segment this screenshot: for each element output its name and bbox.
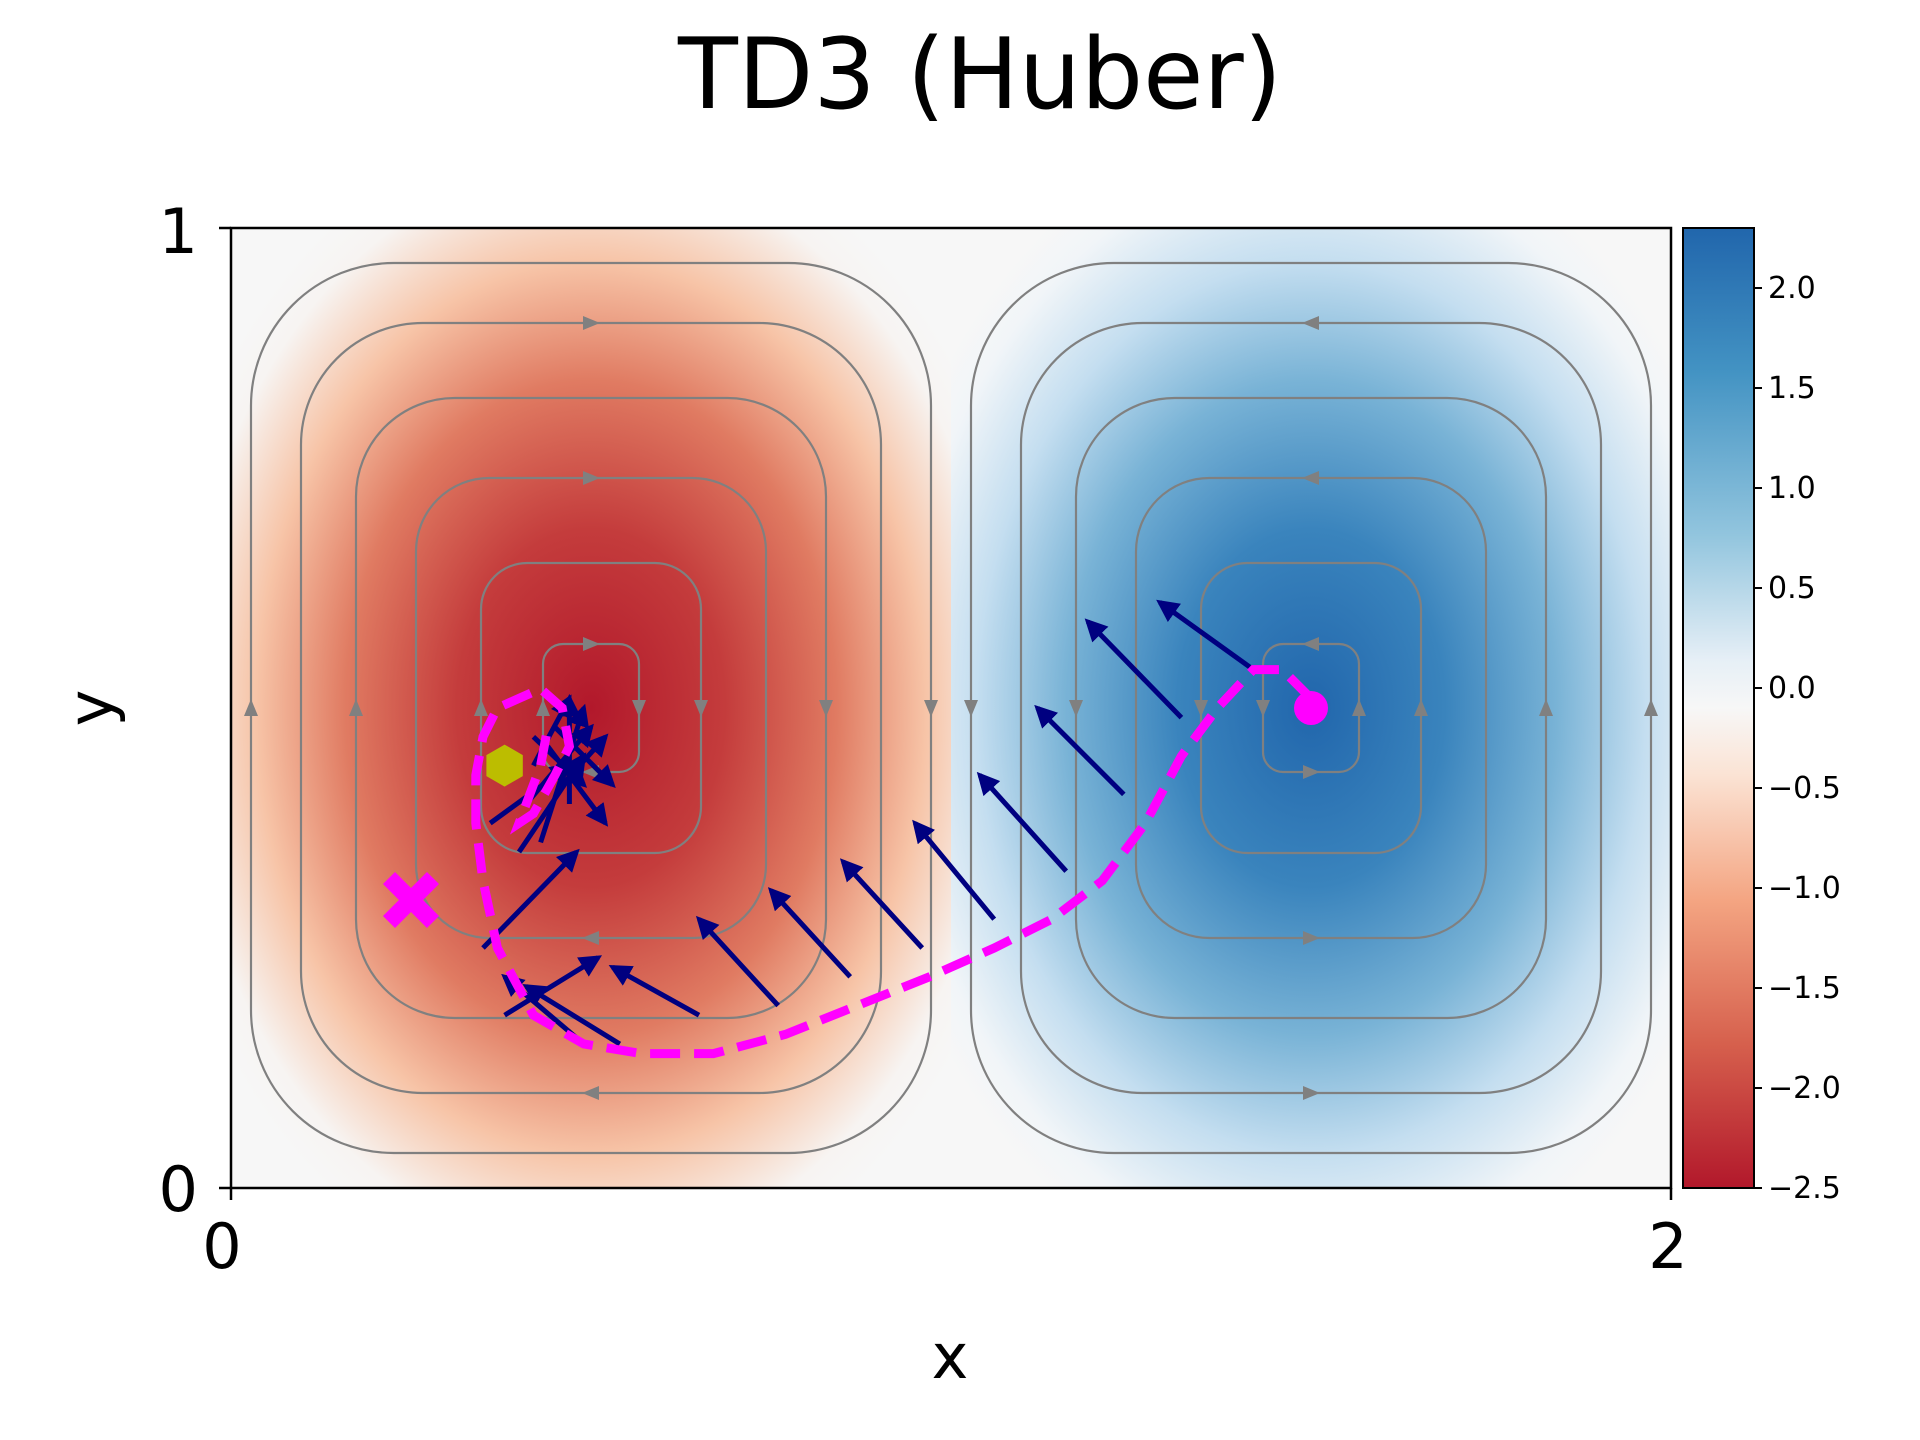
streamline-arrowhead: [1352, 699, 1366, 716]
action-arrow: [524, 723, 594, 806]
colorbar-tick-label: −1.5: [1768, 971, 1841, 1006]
streamline-arrowhead: [819, 700, 833, 717]
streamline-arrowhead: [349, 699, 363, 716]
streamlines: [244, 261, 1658, 1155]
action-arrow: [1034, 704, 1126, 797]
streamline-arrowhead: [536, 699, 550, 716]
streamline-arrowhead: [964, 700, 978, 717]
action-arrow: [976, 771, 1069, 873]
streamline-arrowhead: [1539, 699, 1553, 716]
action-arrow: [695, 915, 781, 1008]
streamline-arrowhead: [924, 700, 938, 717]
action-arrow: [1084, 618, 1184, 720]
agent-marker: [486, 744, 523, 787]
streamline-arrowhead: [694, 700, 708, 717]
start-marker: [1294, 691, 1328, 725]
trajectory-line: [471, 665, 1315, 1059]
streamline-arrowhead: [1069, 700, 1083, 717]
action-arrow: [767, 887, 853, 979]
streamline-arrowhead: [582, 1086, 599, 1100]
streamline-arrowhead: [582, 931, 599, 945]
streamline-arrowhead: [244, 699, 258, 716]
colorbar-bar: [1682, 227, 1755, 1189]
streamline-arrowhead: [1302, 637, 1319, 651]
colorbar-ticks: 2.0 1.5 1.0 0.5 0.0 −0.5 −1.0 −1.5 −2.0 −2.5: [1754, 271, 1841, 1206]
axis-ticks: [219, 226, 1673, 1200]
streamline-arrowhead: [583, 316, 600, 330]
plot-frame: [229, 226, 1673, 1190]
streamline-arrowhead: [1302, 316, 1319, 330]
colorbar: 2.0 1.5 1.0 0.5 0.0 −0.5 −1.0 −1.5 −2.0 −2.5: [1682, 227, 1841, 1206]
action-arrow: [608, 965, 701, 1018]
plot-area: [231, 228, 1671, 1188]
action-arrow: [1156, 599, 1255, 672]
colorbar-tick-label: 0.5: [1768, 571, 1816, 606]
markers: [382, 691, 1328, 929]
streamline-arrowhead: [583, 637, 600, 651]
streamline-arrowhead: [474, 699, 488, 716]
colorbar-tick-label: 0.0: [1768, 671, 1816, 706]
action-arrow: [839, 858, 925, 950]
target-marker: [382, 871, 440, 929]
y-tick-label-1: 1: [159, 195, 198, 268]
colorbar-tick-label: 1.0: [1768, 471, 1816, 506]
streamline-arrowhead: [632, 700, 646, 717]
streamline-arrowhead: [1303, 931, 1320, 945]
streamline-arrowhead: [1256, 700, 1270, 717]
action-arrow: [522, 984, 622, 1047]
colorbar-tick-label: −1.0: [1768, 871, 1841, 906]
colorbar-tick-label: 2.0: [1768, 271, 1816, 306]
streamline-arrowhead: [1303, 765, 1320, 779]
x-tick-label-2: 2: [1648, 1210, 1687, 1283]
colorbar-tick-label: −2.0: [1768, 1071, 1841, 1106]
x-tick-label-0: 0: [202, 1210, 241, 1283]
action-arrow: [481, 848, 580, 950]
streamline-arrowhead: [583, 471, 600, 485]
y-tick-label-0: 0: [159, 1153, 198, 1226]
x-axis-label: x: [932, 1320, 969, 1393]
action-arrow: [912, 819, 997, 921]
colorbar-tick-label: −0.5: [1768, 771, 1841, 806]
colorbar-tick-label: −2.5: [1768, 1171, 1841, 1206]
streamline-arrowhead: [1302, 471, 1319, 485]
chart-title: TD3 (Huber): [677, 18, 1282, 132]
streamline-arrowhead: [1303, 1086, 1320, 1100]
streamline-arrowhead: [1644, 699, 1658, 716]
y-axis-label: y: [54, 690, 127, 727]
action-arrow: [503, 955, 603, 1018]
streamline-arrowhead: [1194, 700, 1208, 717]
streamline-arrowhead: [1414, 699, 1428, 716]
action-arrow: [538, 703, 590, 844]
colorbar-tick-label: 1.5: [1768, 371, 1816, 406]
